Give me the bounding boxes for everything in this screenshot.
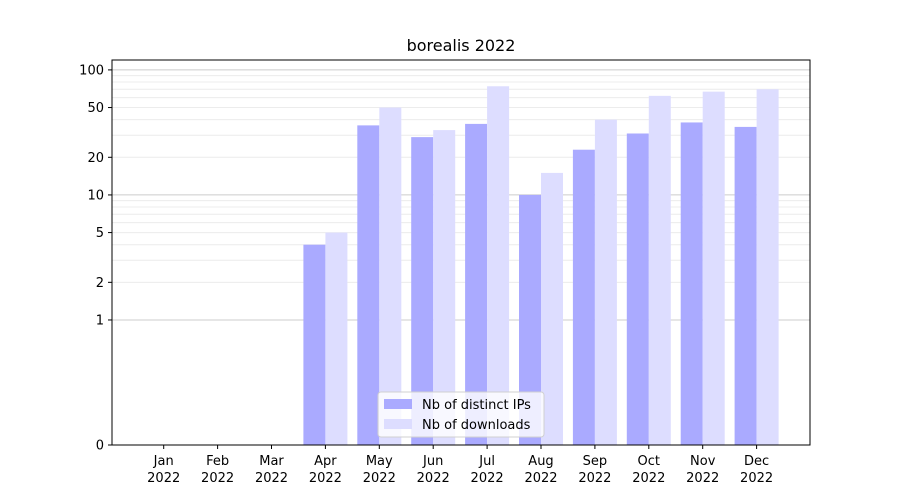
x-tick-label: May	[366, 454, 393, 469]
bar	[519, 194, 542, 445]
legend-swatch	[384, 419, 412, 429]
bar	[541, 172, 564, 445]
x-tick-label-year: 2022	[632, 471, 665, 486]
bar	[325, 232, 348, 445]
grid	[112, 69, 810, 321]
y-axis: 0 1 2 5 10 20 50 100	[79, 63, 112, 454]
bar	[626, 133, 649, 445]
bar	[487, 86, 510, 445]
bar	[433, 130, 456, 445]
x-tick-label: Oct	[638, 454, 660, 469]
legend: Nb of distinct IPs Nb of downloads	[377, 391, 545, 438]
x-tick-label: Nov	[690, 454, 716, 469]
x-tick-label-year: 2022	[255, 471, 288, 486]
bar	[303, 244, 326, 445]
bar	[680, 122, 703, 445]
legend-swatch	[384, 399, 412, 409]
chart-title: borealis 2022	[407, 36, 516, 55]
legend-label: Nb of downloads	[422, 418, 531, 433]
x-tick-label: Jan	[153, 454, 174, 469]
bar	[594, 119, 617, 446]
x-tick-label-year: 2022	[309, 471, 342, 486]
bar	[734, 126, 757, 446]
bar	[379, 107, 402, 446]
x-tick-label: Jun	[422, 454, 443, 469]
legend-box	[377, 391, 545, 438]
bar	[465, 123, 488, 445]
x-tick-label-year: 2022	[740, 471, 773, 486]
x-tick-label: Mar	[259, 454, 284, 469]
x-axis: Jan 2022 Feb 2022 Mar 2022 Apr 2022 May 2022 Jun 20…	[147, 445, 773, 486]
x-tick-label-year: 2022	[686, 471, 719, 486]
bar	[756, 89, 779, 445]
y-tick-label: 5	[96, 226, 104, 241]
x-tick-label: Jul	[478, 454, 495, 469]
y-tick-label: 1	[96, 313, 104, 328]
bar	[411, 137, 434, 445]
x-tick-label-year: 2022	[363, 471, 396, 486]
x-tick-label: Apr	[314, 454, 337, 469]
x-tick-label-year: 2022	[201, 471, 234, 486]
bars	[303, 86, 779, 446]
y-tick-label: 20	[87, 151, 104, 166]
y-tick-label: 0	[96, 439, 104, 454]
x-tick-label-year: 2022	[147, 471, 180, 486]
x-tick-label: Sep	[583, 454, 608, 469]
plot-frame	[111, 59, 811, 446]
x-tick-label-year: 2022	[578, 471, 611, 486]
legend-label: Nb of distinct IPs	[422, 398, 531, 413]
bar	[702, 91, 725, 445]
bar	[357, 125, 380, 445]
y-tick-label: 100	[79, 63, 104, 78]
bar	[572, 149, 595, 446]
y-tick-label: 2	[96, 276, 104, 291]
y-tick-label: 50	[87, 101, 104, 116]
bar	[648, 95, 671, 446]
x-tick-label: Aug	[528, 454, 553, 469]
x-tick-label-year: 2022	[524, 471, 557, 486]
x-tick-label-year: 2022	[471, 471, 504, 486]
x-tick-label-year: 2022	[417, 471, 450, 486]
x-tick-label: Dec	[744, 454, 769, 469]
x-tick-label: Feb	[206, 454, 229, 469]
y-tick-label: 10	[87, 188, 104, 203]
